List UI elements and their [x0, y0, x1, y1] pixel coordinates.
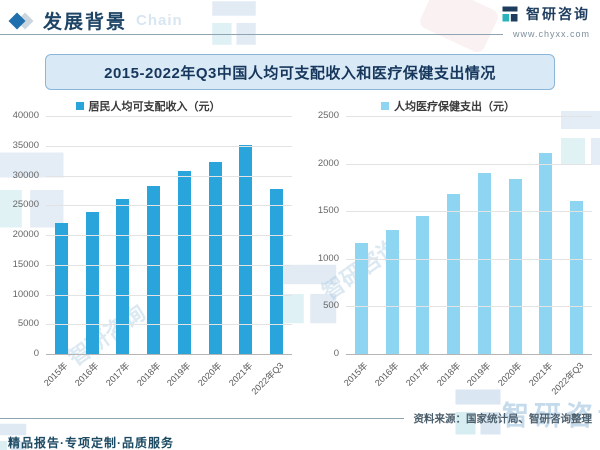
x-axis-labels: 2015年 2016年 2017年 2018年 2019年 2020年 2021年 2022年… [342, 355, 592, 401]
y-axis: 2500 2000 1500 1000 500 0 [304, 111, 346, 359]
gridline [346, 258, 592, 260]
x-tick-label: 2015年 [42, 360, 70, 389]
legend-label: 居民人均可支配收入（元） [88, 101, 221, 113]
bar-series [46, 116, 292, 354]
y-tick-label: 1000 [317, 252, 339, 264]
legend-marker-icon [381, 102, 389, 110]
zhiyan-logo-icon [500, 4, 520, 24]
bar [385, 229, 399, 354]
gridline [46, 145, 292, 147]
legend-marker-icon [75, 102, 84, 110]
gridline [46, 175, 292, 177]
y-tick-label: 30000 [12, 169, 39, 181]
x-axis-labels: 2015年 2016年 2017年 2018年 2019年 2020年 2021年 2022年… [42, 355, 292, 401]
chart-title-banner: 2015-2022年Q3中国人均可支配收入和医疗保健支出情况 [45, 54, 555, 90]
income-chart-legend: 居民人均可支配收入（元） [4, 96, 292, 116]
chart-title: 2015-2022年Q3中国人均可支配收入和医疗保健支出情况 [104, 64, 496, 82]
services-tagline: 精品报告·专项定制·品质服务 [8, 436, 174, 450]
y-tick-label: 20000 [12, 229, 39, 240]
y-tick-label: 0 [33, 348, 39, 359]
page-footer: 资料来源：国家统计局、智研咨询整理 精品报告·专项定制·品质服务 [0, 411, 600, 450]
gridline [46, 235, 292, 236]
bar [54, 223, 68, 354]
bar [177, 171, 191, 354]
legend-label: 人均医疗保健支出（元） [394, 101, 515, 113]
gridline [46, 324, 292, 326]
bar [208, 162, 222, 354]
y-tick-label: 25000 [12, 199, 39, 211]
y-tick-label: 35000 [12, 139, 39, 151]
x-tick-label: 2019年 [465, 360, 493, 389]
y-tick-label: 500 [323, 300, 339, 312]
gridline [346, 163, 592, 165]
y-tick-label: 2500 [317, 110, 339, 121]
brand-website-link[interactable]: www.chyxx.com [512, 29, 590, 39]
data-source-text: 资料来源：国家统计局、智研咨询整理 [413, 413, 593, 425]
bar [539, 152, 553, 354]
plot-area [346, 116, 592, 355]
bar [239, 145, 253, 354]
chain-watermark-text: Chain [136, 12, 183, 29]
bar-series [346, 116, 592, 354]
x-tick-label: 2019年 [165, 360, 193, 389]
gridline [46, 116, 292, 117]
diamond-icon [8, 12, 34, 30]
x-tick-label: 2015年 [342, 360, 370, 389]
gridline [46, 205, 292, 207]
gridline [46, 264, 292, 266]
bar [270, 189, 284, 354]
bar [116, 199, 130, 354]
healthcare-chart-legend: 人均医疗保健支出（元） [304, 96, 592, 116]
footer-divider [0, 418, 404, 419]
y-tick-label: 15000 [12, 258, 39, 270]
charts-row: 居民人均可支配收入（元） 40000 35000 30000 25000 20000 15… [0, 96, 600, 401]
y-tick-label: 0 [333, 348, 339, 359]
bar [447, 193, 461, 354]
y-tick-label: 2000 [317, 157, 339, 169]
bar [477, 172, 491, 354]
bar [570, 201, 584, 354]
header-divider [0, 33, 503, 35]
healthcare-bar-chart: 人均医疗保健支出（元） 2500 2000 1500 1000 500 0 2015年 20… [300, 96, 600, 401]
gridline [46, 294, 292, 296]
y-axis: 40000 35000 30000 25000 20000 15000 10000 5000 0 [4, 111, 46, 359]
x-tick-label: 2018年 [134, 360, 163, 389]
x-tick-label: 2020年 [496, 360, 524, 389]
gridline [346, 116, 592, 117]
plot-area [46, 116, 292, 355]
y-tick-label: 1500 [317, 205, 339, 217]
page-header: 发展背景 Chain 智研咨询 www.chyxx.com [0, 0, 600, 40]
bar [147, 186, 161, 354]
income-bar-chart: 居民人均可支配收入（元） 40000 35000 30000 25000 20000 15… [0, 96, 300, 401]
bar [416, 215, 430, 354]
gridline [346, 211, 592, 213]
bar [354, 243, 368, 354]
y-tick-label: 40000 [12, 110, 39, 121]
brand-name: 智研咨询 [526, 6, 590, 22]
x-tick-label: 2016年 [373, 360, 401, 389]
y-tick-label: 10000 [12, 288, 39, 300]
x-tick-label: 2017年 [103, 360, 132, 389]
gridline [346, 306, 592, 308]
x-tick-label: 2016年 [73, 360, 101, 389]
y-tick-label: 5000 [17, 318, 39, 330]
bar [508, 178, 522, 354]
x-tick-label: 2020年 [196, 360, 224, 389]
x-tick-label: 2018年 [434, 360, 463, 389]
section-title: 发展背景 [43, 12, 128, 33]
x-tick-label: 2017年 [403, 360, 432, 389]
bar [85, 212, 99, 354]
